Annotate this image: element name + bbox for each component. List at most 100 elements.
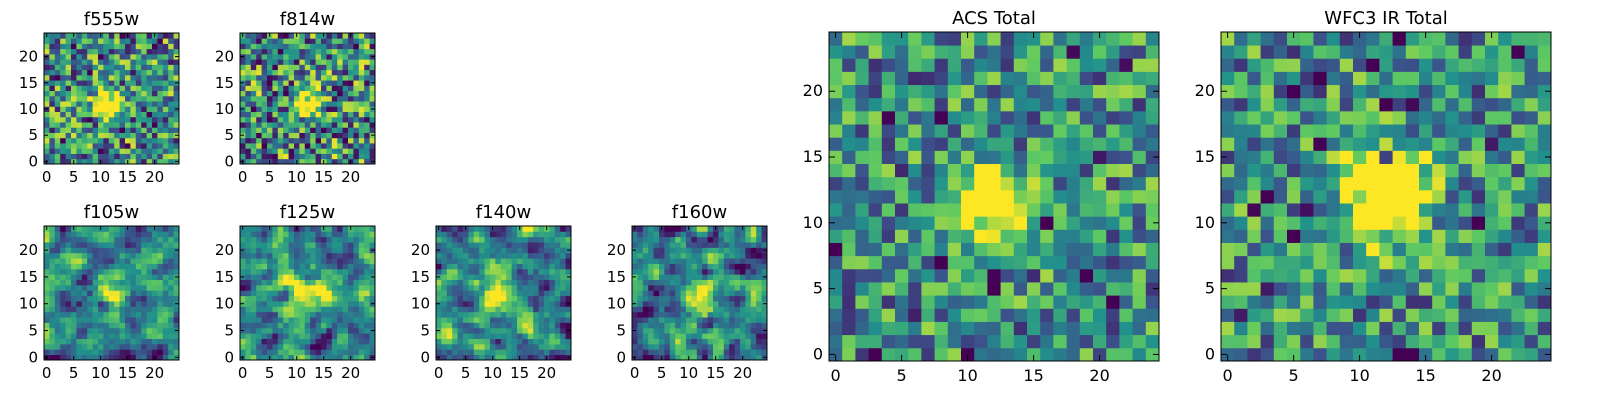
heatmap-cell <box>299 263 306 270</box>
heatmap-cell <box>250 258 257 264</box>
heatmap-cell <box>87 226 93 232</box>
heatmap-cell <box>664 306 671 313</box>
heatmap-cell <box>71 74 77 81</box>
heatmap-cell <box>92 354 99 361</box>
heatmap-cell <box>364 33 370 39</box>
heatmap-cell <box>718 258 725 264</box>
heatmap-cell <box>1247 176 1261 191</box>
heatmap-cell <box>130 242 137 248</box>
heatmap-cell <box>1353 229 1367 243</box>
heatmap-cell <box>326 132 333 139</box>
heatmap-cell <box>1027 163 1041 178</box>
heatmap-cell <box>157 284 164 291</box>
heatmap-cell <box>353 274 360 280</box>
heatmap-cell <box>664 327 671 334</box>
heatmap-cell <box>294 48 300 55</box>
heatmap-cell <box>76 231 83 238</box>
heatmap-cell <box>98 349 104 356</box>
heatmap-cell <box>76 48 83 55</box>
heatmap-cell <box>87 53 93 60</box>
heatmap-cell <box>157 43 164 50</box>
heatmap-cell <box>358 317 365 323</box>
heatmap-cell <box>315 311 322 318</box>
heatmap-cell <box>114 290 120 297</box>
heatmap-cell <box>277 327 284 334</box>
heatmap-cell <box>310 338 316 345</box>
heatmap-cell <box>288 74 295 81</box>
heatmap-cell <box>250 64 257 71</box>
heatmap-cell <box>162 343 169 350</box>
heatmap-cell <box>1000 216 1015 230</box>
heatmap-cell <box>331 80 338 86</box>
heatmap-cell <box>103 127 110 133</box>
heatmap-cell <box>250 311 257 318</box>
heatmap-cell <box>141 284 147 291</box>
heatmap-cell <box>267 322 273 329</box>
heatmap-cell <box>87 137 93 144</box>
heatmap-cell <box>146 137 153 144</box>
heatmap-cell <box>65 116 72 123</box>
heatmap-cell <box>1392 176 1407 191</box>
heatmap-cell <box>130 101 137 107</box>
heatmap-cell <box>1273 163 1288 178</box>
heatmap-cell <box>348 284 354 291</box>
heatmap-cell <box>560 311 566 318</box>
heatmap-cell <box>1234 150 1248 164</box>
heatmap-cell <box>119 284 126 291</box>
heatmap-cell <box>1027 229 1041 243</box>
heatmap-cell <box>1524 189 1539 204</box>
heatmap-cell <box>680 274 687 280</box>
heatmap-cell <box>729 258 735 264</box>
heatmap-cell <box>146 258 153 264</box>
heatmap-cell <box>642 236 649 243</box>
heatmap-cell <box>517 279 523 286</box>
heatmap-cell <box>1300 242 1314 257</box>
heatmap-cell <box>272 33 279 39</box>
heatmap-cell <box>98 95 104 102</box>
heatmap-cell <box>65 137 72 144</box>
heatmap-cell <box>299 69 306 76</box>
heatmap-cell <box>500 301 507 307</box>
heatmap-cell <box>261 132 268 139</box>
heatmap-cell <box>1145 282 1160 296</box>
heatmap-cell <box>686 317 692 323</box>
heatmap-cell <box>842 110 856 125</box>
heatmap-cell <box>1524 242 1539 257</box>
heatmap-cell <box>974 203 988 217</box>
heatmap-cell <box>653 268 660 275</box>
heatmap-cell <box>326 343 333 350</box>
heatmap-cell <box>342 258 349 264</box>
heatmap-cell <box>691 301 698 307</box>
heatmap-cell <box>1119 295 1133 309</box>
heatmap-cell <box>686 258 692 264</box>
heatmap-cell <box>369 311 376 318</box>
heatmap-cell <box>125 333 131 339</box>
heatmap-cell <box>256 148 262 154</box>
heatmap-cell <box>713 317 719 323</box>
heatmap-cell <box>267 231 273 238</box>
heatmap-cell <box>65 333 72 339</box>
heatmap-cell <box>173 33 180 39</box>
heatmap-cell <box>632 317 638 323</box>
heatmap-cell <box>245 111 252 118</box>
heatmap-cell <box>1458 176 1473 191</box>
heatmap-cell <box>98 132 104 139</box>
heatmap-cell <box>648 258 654 264</box>
heatmap-cell <box>358 132 365 139</box>
heatmap-cell <box>358 322 365 329</box>
heatmap-cell <box>310 59 316 65</box>
heatmap-cell <box>473 284 480 291</box>
heatmap-cell <box>49 236 56 243</box>
heatmap-cell <box>500 226 507 232</box>
heatmap-cell <box>168 101 174 107</box>
heatmap-cell <box>71 122 77 128</box>
heatmap-cell <box>125 143 131 149</box>
heatmap-cell <box>92 252 99 259</box>
heatmap-cell <box>364 231 370 238</box>
heatmap-cell <box>908 255 922 270</box>
heatmap-cell <box>648 247 654 254</box>
heatmap-cell <box>364 242 370 248</box>
heatmap-cell <box>463 274 469 280</box>
heatmap-cell <box>750 317 757 323</box>
heatmap-cell <box>1145 255 1160 270</box>
